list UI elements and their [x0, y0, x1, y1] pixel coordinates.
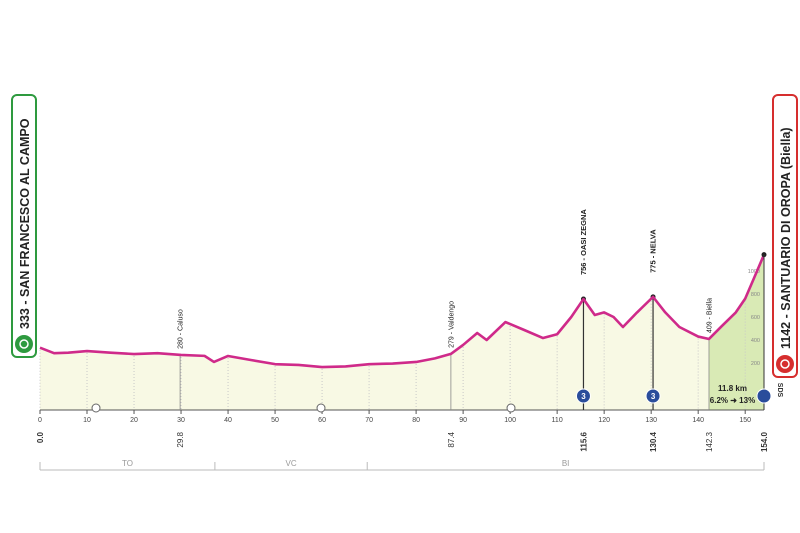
waypoint-label: 409 - Biella: [706, 298, 713, 333]
y-tick-label: 200: [751, 361, 760, 367]
x-tick-label: 40: [224, 417, 232, 424]
finish-km: 154.0: [760, 431, 769, 452]
waypoint-km: 130.4: [649, 431, 658, 452]
x-tick-label: 110: [552, 417, 563, 424]
waypoint-km: 115.6: [579, 431, 588, 451]
y-tick-label: 1000: [748, 269, 760, 275]
start-box: [11, 94, 37, 358]
sprint-icon: [91, 403, 101, 413]
start-icon-wheel: [19, 339, 29, 349]
x-tick-label: 90: [459, 417, 467, 424]
waypoint-label: 279 - Valdengo: [448, 301, 455, 348]
waypoint-label: 775 - NELVA: [649, 229, 658, 273]
x-tick-label: 70: [365, 417, 373, 424]
start-icon: [15, 335, 33, 353]
region-label: VC: [285, 459, 296, 468]
region-label: TO: [122, 459, 133, 468]
start-label: 333 - SAN FRANCESCO AL CAMPO: [18, 118, 32, 329]
finish-icon: [776, 355, 794, 373]
kom-category: 3: [651, 392, 656, 401]
finish-icon-wheel: [780, 359, 790, 369]
sprint-icon: [506, 403, 516, 413]
climb-length: 11.8 km: [718, 384, 747, 393]
x-tick-label: 80: [412, 417, 420, 424]
x-tick-label: 30: [177, 417, 185, 424]
final-climb-area: [708, 254, 764, 410]
region-label: BI: [562, 459, 570, 468]
x-tick-label: 150: [739, 417, 751, 424]
waypoint-km: 29.8: [176, 431, 185, 447]
x-tick-label: 60: [318, 417, 326, 424]
start-km: 0.0: [36, 431, 45, 443]
profile-line: [39, 254, 766, 369]
y-tick-label: 600: [751, 315, 760, 321]
x-tick-label: 20: [130, 417, 138, 424]
kom-category: 3: [581, 392, 586, 401]
climb-gradient: 6.2% ➜ 13%: [710, 396, 755, 405]
x-tick-label: 140: [692, 417, 704, 424]
finish-dot: [761, 252, 767, 258]
y-tick-label: 800: [751, 292, 760, 298]
waypoint-label: 280 - Caluso: [178, 309, 185, 349]
kom-badge: [575, 388, 591, 404]
x-tick-label: 0: [38, 417, 42, 424]
x-tick-label: 130: [645, 417, 657, 424]
finish-label: 1142 - SANTUARIO DI OROPA (Biella): [779, 127, 793, 349]
waypoint-km: 142.3: [705, 431, 714, 452]
sprint-icon: [316, 403, 326, 413]
x-tick-label: 120: [598, 417, 610, 424]
x-tick-label: 100: [504, 417, 516, 424]
waypoint-label: 756 - OASI ZEGNA: [579, 209, 588, 275]
y-tick-label: 400: [751, 338, 760, 344]
profile-area: [40, 254, 764, 410]
x-tick-label: 50: [271, 417, 279, 424]
kom-badge: [645, 388, 661, 404]
waypoint-km: 87.4: [447, 431, 456, 447]
finish-code: SDS: [776, 383, 783, 398]
x-tick-label: 10: [83, 417, 91, 424]
finish-box: [772, 94, 798, 378]
finish-badge: [756, 388, 772, 404]
